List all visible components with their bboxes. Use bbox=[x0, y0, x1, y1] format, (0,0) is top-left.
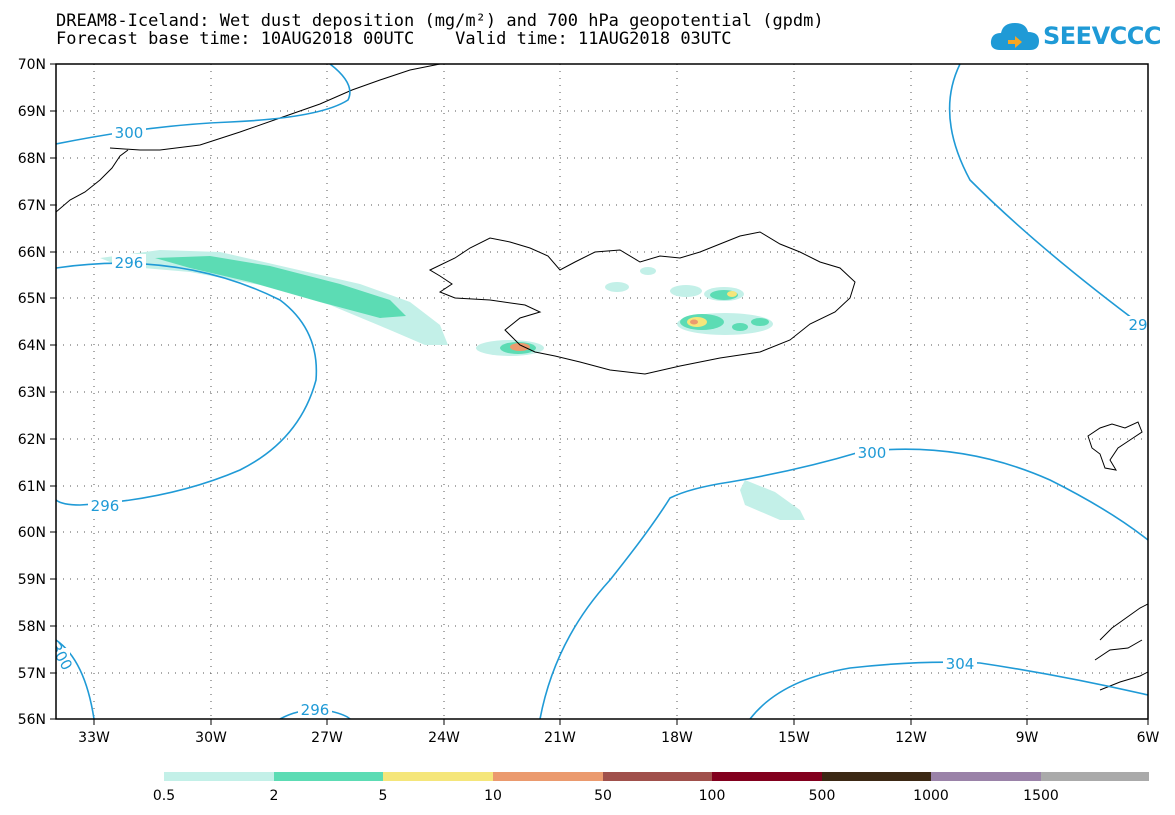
legend-swatch bbox=[603, 772, 712, 781]
lat-label: 58N bbox=[18, 619, 46, 635]
lat-label: 69N bbox=[18, 104, 46, 120]
contour-29x-east bbox=[948, 64, 1148, 331]
legend-label: 2 bbox=[270, 788, 279, 804]
lat-label: 65N bbox=[18, 291, 46, 307]
geopotential-contours bbox=[56, 64, 1148, 719]
lon-label: 21W bbox=[544, 730, 576, 746]
lon-label: 33W bbox=[78, 730, 110, 746]
lon-label: 12W bbox=[895, 730, 927, 746]
contour-296-south bbox=[56, 639, 95, 719]
dust-patch bbox=[732, 323, 748, 331]
dust-patch bbox=[605, 282, 629, 292]
lat-label: 67N bbox=[18, 198, 46, 214]
legend-swatch bbox=[822, 772, 931, 781]
contour-label: 304 bbox=[946, 655, 975, 673]
lon-label: 24W bbox=[428, 730, 460, 746]
latitude-labels: 70N 69N 68N 67N 66N 65N 64N 63N 62N 61N … bbox=[18, 57, 46, 728]
dust-plume-dense bbox=[155, 256, 406, 318]
gridlines bbox=[56, 64, 1148, 719]
legend-label: 50 bbox=[594, 788, 612, 804]
map-title: DREAM8-Iceland: Wet dust deposition (mg/… bbox=[56, 11, 824, 31]
contour-label: 296 bbox=[301, 701, 330, 719]
contour-label: 29 bbox=[1128, 316, 1147, 334]
lon-label: 30W bbox=[195, 730, 227, 746]
map-subtitle: Forecast base time: 10AUG2018 00UTC Vali… bbox=[56, 29, 732, 49]
lat-label: 68N bbox=[18, 151, 46, 167]
lat-label: 56N bbox=[18, 712, 46, 728]
legend-label: 1500 bbox=[1023, 788, 1059, 804]
dust-patch bbox=[640, 267, 656, 275]
tick-marks bbox=[50, 63, 1149, 725]
lat-label: 62N bbox=[18, 432, 46, 448]
lon-label: 18W bbox=[661, 730, 693, 746]
lat-label: 61N bbox=[18, 479, 46, 495]
dust-patch bbox=[740, 480, 805, 520]
faroe-islands bbox=[1087, 421, 1143, 471]
legend-label: 500 bbox=[809, 788, 836, 804]
legend-swatch bbox=[931, 772, 1041, 781]
legend-label: 100 bbox=[699, 788, 726, 804]
contour-300-north bbox=[56, 64, 351, 145]
dust-patch bbox=[751, 318, 769, 326]
dust-patch bbox=[510, 343, 530, 351]
lon-label: 9W bbox=[1016, 730, 1039, 746]
scotland-coast bbox=[1094, 603, 1148, 691]
legend-swatch bbox=[383, 772, 493, 781]
dust-patch bbox=[690, 319, 698, 325]
lat-label: 57N bbox=[18, 666, 46, 682]
legend-label: 0.5 bbox=[153, 788, 175, 804]
iceland-coast bbox=[428, 231, 856, 375]
seevccc-logo: SEEVCCC bbox=[988, 18, 1162, 56]
legend-swatch bbox=[274, 772, 383, 781]
contour-label: 300 bbox=[858, 444, 887, 462]
contour-label: 300 bbox=[115, 124, 144, 142]
color-scale-legend: 0.5 2 5 10 50 100 500 1000 1500 bbox=[153, 772, 1149, 804]
legend-label: 1000 bbox=[913, 788, 949, 804]
legend-swatch bbox=[164, 772, 274, 781]
contour-300-middle bbox=[539, 448, 1148, 719]
dust-patch bbox=[670, 285, 702, 297]
greenland-coast bbox=[109, 64, 441, 151]
contour-label: 300 bbox=[46, 640, 76, 674]
legend-swatch bbox=[493, 772, 603, 781]
longitude-labels: 33W 30W 27W 24W 21W 18W 15W 12W 9W 6W bbox=[78, 730, 1159, 746]
lat-label: 64N bbox=[18, 338, 46, 354]
legend-swatch bbox=[712, 772, 822, 781]
greenland-coast-east bbox=[56, 149, 129, 213]
lat-label: 63N bbox=[18, 385, 46, 401]
contour-label: 296 bbox=[91, 497, 120, 515]
contour-304 bbox=[749, 661, 1148, 719]
legend-label: 5 bbox=[379, 788, 388, 804]
lon-label: 15W bbox=[778, 730, 810, 746]
lat-label: 59N bbox=[18, 572, 46, 588]
contour-296-west bbox=[56, 262, 318, 506]
dust-deposition-field bbox=[100, 250, 805, 520]
legend-swatch bbox=[1041, 772, 1149, 781]
lat-label: 66N bbox=[18, 245, 46, 261]
logo-text: SEEVCCC bbox=[1043, 22, 1162, 50]
dust-patch bbox=[727, 291, 737, 297]
legend-label: 10 bbox=[484, 788, 502, 804]
cloud-icon bbox=[990, 23, 1039, 50]
lat-label: 60N bbox=[18, 525, 46, 541]
lon-label: 6W bbox=[1137, 730, 1160, 746]
lon-label: 27W bbox=[311, 730, 343, 746]
contour-label: 296 bbox=[115, 254, 144, 272]
lat-label: 70N bbox=[18, 57, 46, 73]
